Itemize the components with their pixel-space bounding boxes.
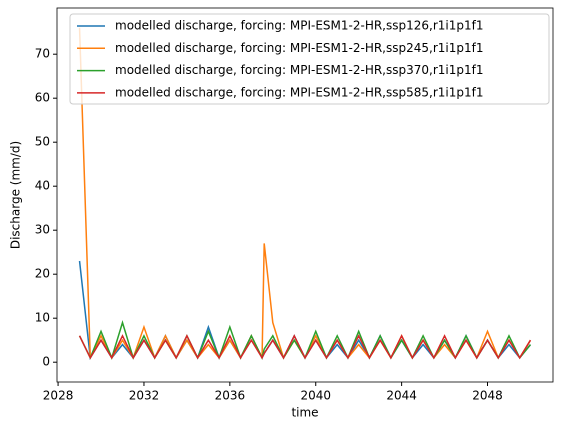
legend-label: modelled discharge, forcing: MPI-ESM1-2-…	[115, 85, 483, 99]
legend-box	[69, 13, 550, 105]
y-axis-label: Discharge (mm/d)	[9, 141, 23, 249]
x-tick-label: 2036	[215, 389, 246, 403]
y-tick-label: 60	[35, 91, 50, 105]
legend-label: modelled discharge, forcing: MPI-ESM1-2-…	[115, 63, 483, 77]
y-tick-label: 20	[35, 267, 50, 281]
y-tick-label: 70	[35, 47, 50, 61]
x-tick-label: 2044	[386, 389, 417, 403]
y-tick-label: 50	[35, 135, 50, 149]
y-tick-label: 0	[42, 355, 50, 369]
plot-frame	[56, 7, 554, 383]
y-tick-label: 30	[35, 223, 50, 237]
x-tick-label: 2048	[472, 389, 503, 403]
x-tick-label: 2032	[129, 389, 160, 403]
x-axis-label: time	[291, 406, 318, 420]
x-tick-label: 2040	[300, 389, 331, 403]
y-tick-label: 40	[35, 179, 50, 193]
legend-label: modelled discharge, forcing: MPI-ESM1-2-…	[115, 41, 483, 55]
line-series	[78, 320, 532, 361]
x-tick-label: 2028	[43, 389, 74, 403]
legend-label: modelled discharge, forcing: MPI-ESM1-2-…	[115, 19, 483, 33]
line-series	[78, 334, 532, 360]
y-tick-label: 10	[35, 311, 50, 325]
